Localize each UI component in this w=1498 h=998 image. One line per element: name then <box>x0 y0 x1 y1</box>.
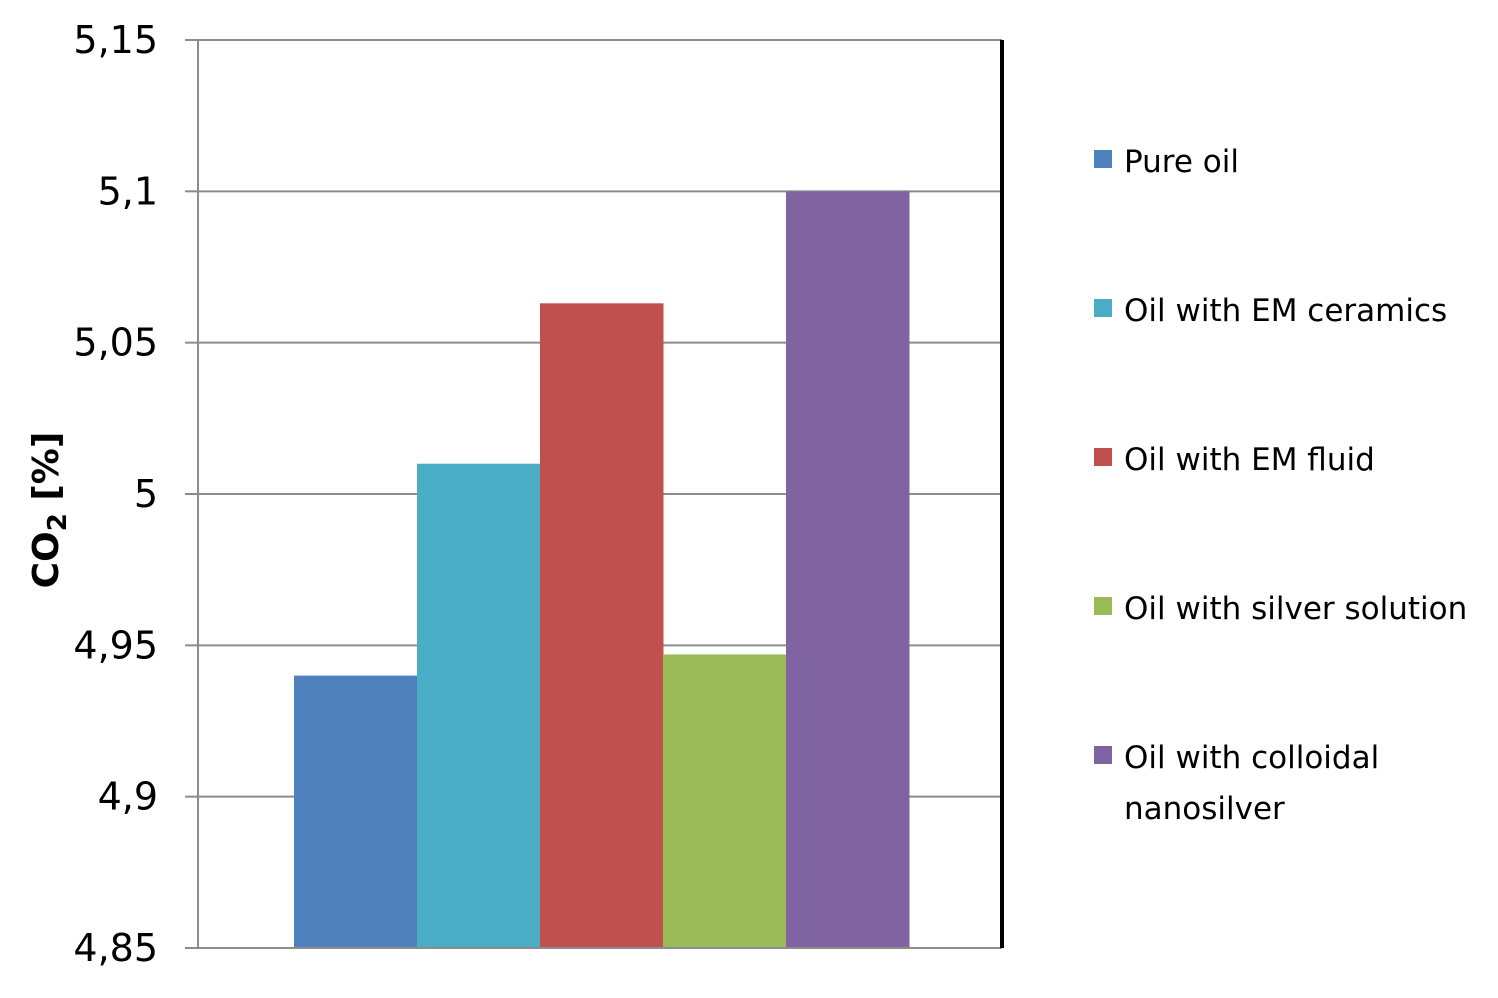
legend: Pure oil Oil with EM ceramics Oil with EM … <box>1094 144 1467 827</box>
bar <box>294 675 418 948</box>
legend-label: Oil with colloidal <box>1124 740 1379 776</box>
bar <box>786 191 910 949</box>
y-tick-label: 4,95 <box>73 623 158 667</box>
bars <box>294 191 910 949</box>
legend-label: Pure oil <box>1124 144 1239 180</box>
legend-swatch <box>1094 448 1112 466</box>
legend-swatch <box>1094 299 1112 317</box>
legend-label: nanosilver <box>1124 791 1285 827</box>
legend-swatch <box>1094 746 1112 764</box>
legend-label: Oil with silver solution <box>1124 591 1467 627</box>
y-tick-label: 5,05 <box>73 321 158 365</box>
y-tick-label: 5 <box>134 472 158 516</box>
y-tick-labels: 4,85 4,9 4,95 5 5,05 5,1 5,15 <box>73 18 158 970</box>
y-tick-label: 5,1 <box>98 169 158 213</box>
y-tick-label: 4,9 <box>98 775 158 819</box>
bar <box>540 303 664 948</box>
axes <box>197 40 1004 949</box>
y-tick-label: 5,15 <box>73 18 158 62</box>
bar <box>417 463 541 948</box>
bar <box>663 654 787 948</box>
legend-label: Oil with EM fluid <box>1124 442 1375 478</box>
legend-swatch <box>1094 597 1112 615</box>
legend-swatch <box>1094 150 1112 168</box>
legend-label: Oil with EM ceramics <box>1124 293 1447 329</box>
y-tick-label: 4,85 <box>73 926 158 970</box>
y-axis-title: CO2 [%] <box>26 432 73 589</box>
